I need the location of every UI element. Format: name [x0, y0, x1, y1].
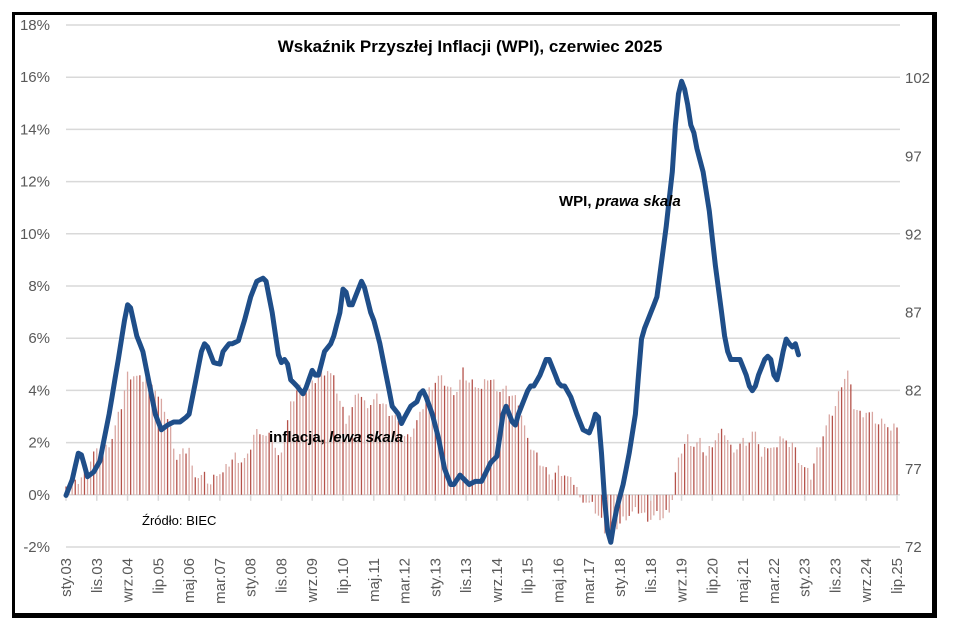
right-axis-tick-label: 77 [905, 461, 922, 478]
wpi-label-main: WPI, [559, 193, 596, 210]
inflation-bars [65, 367, 898, 539]
right-axis-ticks: 72 77 82 87 92 97 102 [905, 70, 930, 556]
x-axis-tick-label: maj.06 [181, 558, 198, 603]
left-axis-tick-label: 4% [28, 382, 50, 399]
right-axis-tick-label: 92 [905, 226, 922, 243]
x-axis-tick-label: lis.08 [273, 558, 290, 593]
right-axis-tick-label: 72 [905, 539, 922, 556]
inflation-series-label: inflacja, lewa skala [269, 429, 403, 446]
left-axis-tick-label: 8% [28, 278, 50, 295]
inflation-label-main: inflacja, [269, 429, 329, 446]
x-axis-tick-label: mar.17 [581, 558, 598, 604]
left-axis-tick-label: 0% [28, 487, 50, 504]
x-axis-tick-label: sty.13 [427, 558, 444, 597]
x-axis-tick-label: lip.10 [335, 558, 352, 594]
x-axis-tick-label: lis.18 [643, 558, 660, 593]
wpi-line [63, 78, 801, 545]
x-axis-tick-label: sty.08 [243, 558, 260, 597]
left-axis-tick-label: 18% [20, 17, 50, 34]
source-note: Źródło: BIEC [142, 513, 216, 528]
x-axis-tick-label: lip.25 [889, 558, 906, 594]
x-axis-tick-label: lis.03 [89, 558, 106, 593]
chart-frame [12, 12, 937, 618]
gridlines [66, 24, 900, 548]
x-axis-tick-label: lip.20 [704, 558, 721, 594]
x-axis-tick-label: mar.07 [212, 558, 229, 604]
left-axis-tick-label: 10% [20, 226, 50, 243]
x-axis-tick-label: sty.03 [58, 558, 75, 597]
x-axis-tick-labels: sty.03 lis.03 wrz.04 lip.05 maj.06 mar.07 sty.… [58, 558, 906, 604]
left-axis-tick-label: 2% [28, 435, 50, 452]
x-axis-tick-label: wrz.19 [674, 558, 691, 603]
left-axis-ticks: -2% 0% 2% 4% 6% 8% 10% 12% 14% 16% 18% [20, 17, 50, 556]
x-axis-tick-marks [65, 494, 898, 501]
left-axis-tick-label: -2% [23, 539, 50, 556]
right-axis-tick-label: 102 [905, 70, 930, 87]
x-axis-tick-label: wrz.09 [304, 558, 321, 603]
chart-title: Wskaźnik Przyszłej Inflacji (WPI), czerw… [278, 37, 663, 56]
x-axis-tick-label: sty.23 [797, 558, 814, 597]
x-axis-tick-label: lip.15 [520, 558, 537, 594]
x-axis-tick-label: wrz.04 [120, 558, 137, 603]
x-axis-tick-label: maj.16 [550, 558, 567, 603]
wpi-line-layer [63, 78, 801, 545]
right-axis-tick-label: 97 [905, 148, 922, 165]
inflation-label-italic: lewa skala [329, 429, 403, 446]
left-axis-tick-label: 12% [20, 174, 50, 191]
x-axis-tick-label: lis.13 [458, 558, 475, 593]
wpi-label-italic: prawa skala [595, 193, 681, 210]
x-axis-tick-label: wrz.14 [489, 558, 506, 603]
right-axis-tick-label: 87 [905, 305, 922, 322]
x-axis-tick-label: lis.23 [827, 558, 844, 593]
left-axis-tick-label: 16% [20, 69, 50, 86]
x-axis-tick-label: wrz.24 [858, 558, 875, 603]
left-axis-tick-label: 14% [20, 121, 50, 138]
x-axis-tick-label: mar.12 [397, 558, 414, 604]
x-axis-tick-label: lip.05 [150, 558, 167, 594]
x-axis-tick-label: sty.18 [612, 558, 629, 597]
left-axis-tick-label: 6% [28, 330, 50, 347]
x-axis-tick-label: maj.21 [735, 558, 752, 603]
right-axis-tick-label: 82 [905, 383, 922, 400]
x-axis-tick-label: mar.22 [766, 558, 783, 604]
x-axis-tick-label: maj.11 [366, 558, 383, 602]
wpi-series-label: WPI, prawa skala [559, 193, 681, 210]
